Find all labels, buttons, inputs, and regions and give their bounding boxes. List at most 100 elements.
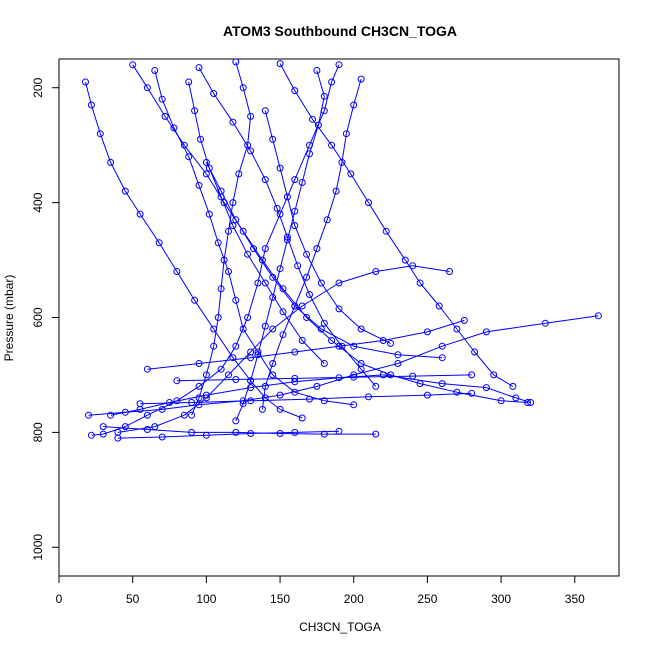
data-point [155, 239, 163, 247]
data-point [416, 380, 424, 388]
data-point [335, 61, 343, 69]
data-point [276, 391, 284, 399]
series-2-segment [88, 411, 126, 416]
data-point [276, 405, 284, 413]
series-10-segment [317, 96, 325, 126]
data-point [509, 382, 517, 390]
series-13-segment [117, 436, 163, 439]
series-19-segment [282, 311, 303, 341]
data-point [197, 135, 204, 143]
series-5-segment [501, 400, 528, 403]
series-1-segment [139, 402, 170, 410]
data-marks [82, 58, 602, 442]
data-point [306, 395, 313, 403]
x-tick-label: 250 [417, 592, 437, 606]
data-point [279, 285, 287, 293]
series-19-segment [301, 340, 325, 364]
data-point [276, 265, 284, 273]
data-point [191, 296, 199, 304]
series-0-segment [125, 414, 148, 428]
data-point [269, 135, 277, 143]
series-6-segment [309, 294, 325, 324]
series-0-segment [247, 282, 259, 318]
series-0-segment [198, 368, 222, 387]
series-11-segment [326, 190, 337, 220]
series-3-segment [206, 374, 229, 399]
series-17-segment [294, 305, 322, 330]
data-point [328, 141, 336, 149]
series-10-segment [301, 153, 310, 183]
data-point [320, 397, 328, 405]
data-point [217, 193, 225, 201]
data-point [121, 187, 129, 195]
series-3-segment [228, 351, 251, 376]
data-point [279, 308, 287, 316]
data-point [298, 337, 306, 344]
data-point [244, 250, 252, 258]
data-point [220, 256, 228, 264]
series-7-segment [242, 87, 252, 117]
data-point [99, 423, 107, 431]
data-point [460, 316, 468, 324]
series-0-segment [264, 213, 281, 249]
series-8-segment [438, 305, 458, 330]
data-point [365, 199, 372, 207]
series-4-segment [90, 104, 101, 134]
data-point [195, 181, 203, 189]
axes: 0 50 100 150 200 250 300 350 200 400 600 800 1000 [31, 77, 585, 606]
data-point [298, 414, 306, 422]
series-15-segment [176, 379, 236, 382]
series-18-segment [320, 282, 340, 310]
data-point [239, 84, 247, 92]
series-7-segment [205, 346, 215, 376]
data-point [372, 382, 380, 390]
series-1-segment [206, 387, 251, 396]
series-3-segment [338, 271, 376, 284]
series-8-segment [350, 173, 369, 203]
data-point [350, 371, 358, 379]
series-18-segment [338, 308, 362, 330]
series-11-segment [353, 78, 362, 106]
series-10-segment [279, 239, 288, 269]
data-point [291, 176, 299, 184]
series-6-segment [250, 150, 266, 180]
series-10-segment [309, 124, 319, 154]
data-point [394, 360, 402, 367]
data-point [306, 150, 313, 158]
data-point [261, 176, 269, 184]
data-point [121, 423, 129, 431]
data-point [387, 371, 395, 379]
data-point [298, 302, 306, 310]
series-1-segment [486, 387, 516, 399]
series-11-segment [316, 219, 328, 249]
series-4-segment [194, 300, 215, 330]
data-point [313, 245, 321, 253]
series-10-segment [242, 380, 252, 404]
data-point [320, 360, 328, 367]
data-point [188, 411, 196, 419]
data-point [303, 250, 311, 258]
data-point [232, 342, 240, 350]
data-point [87, 101, 95, 109]
data-point [409, 262, 417, 270]
series-6-segment [213, 93, 234, 123]
series-19-segment [200, 139, 210, 169]
series-0-segment [323, 81, 333, 111]
data-point [143, 426, 151, 433]
series-3-segment [154, 414, 185, 428]
series-11-segment [335, 162, 343, 192]
series-2-segment [486, 322, 546, 333]
data-point [335, 342, 343, 350]
data-point [320, 319, 328, 327]
series-4-segment [213, 328, 234, 358]
data-point [229, 354, 237, 362]
data-point [524, 399, 532, 406]
series-1-segment [250, 381, 295, 389]
series-11-segment [341, 133, 347, 163]
data-point [320, 92, 328, 100]
data-point [99, 430, 107, 438]
data-point [294, 262, 302, 270]
series-0-segment [294, 145, 310, 180]
series-16-segment [383, 331, 428, 341]
